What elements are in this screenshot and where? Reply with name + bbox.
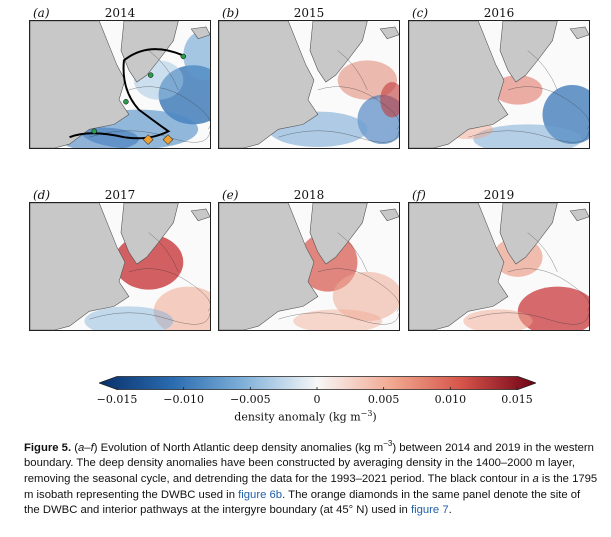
panel-year: 2016 xyxy=(483,6,515,20)
panel-label: (f) xyxy=(412,188,426,202)
north-america-landmass xyxy=(30,21,130,148)
dwbc-site-diamond xyxy=(142,134,154,145)
figure-7-link[interactable]: figure 7 xyxy=(410,504,449,517)
panel-label: (a) xyxy=(33,6,50,20)
isobath-1795m-contour xyxy=(69,48,184,140)
north-america-landmass xyxy=(219,203,319,330)
anomaly-map xyxy=(408,202,590,331)
panel-year: 2015 xyxy=(293,6,325,20)
north-america-landmass xyxy=(30,203,130,330)
panel-year: 2014 xyxy=(104,6,136,20)
panel-label: (d) xyxy=(33,188,51,202)
interior-pathway-diamond xyxy=(162,134,174,145)
anomaly-map xyxy=(408,20,590,149)
panel-year: 2018 xyxy=(293,188,325,202)
caption-figure-number: Figure 5. xyxy=(24,441,72,454)
iceland-landmass xyxy=(190,26,210,40)
iceland-landmass xyxy=(379,26,399,40)
dwbc-marker xyxy=(91,128,98,134)
north-america-landmass xyxy=(409,203,509,330)
iceland-landmass xyxy=(379,208,399,222)
map-panel-2015: 2015 (b) xyxy=(218,6,400,149)
iceland-landmass xyxy=(569,26,589,40)
colorbar-tick-label: 0.015 xyxy=(501,393,533,406)
iceland-landmass xyxy=(190,208,210,222)
panel-label: (c) xyxy=(412,6,429,20)
dwbc-marker xyxy=(147,72,154,78)
anomaly-map xyxy=(218,20,400,149)
panel-year: 2017 xyxy=(104,188,136,202)
panel-label: (b) xyxy=(222,6,240,20)
colorbar-tick-label: −0.010 xyxy=(163,393,205,406)
figure-caption: Figure 5. (a–f) Evolution of North Atlan… xyxy=(24,439,598,517)
anomaly-map xyxy=(218,202,400,331)
figure-6b-link[interactable]: figure 6b xyxy=(238,488,283,501)
colorbar-tick-label: −0.015 xyxy=(96,393,138,406)
map-panel-2017: 2017 (d) xyxy=(29,188,211,331)
colorbar xyxy=(99,376,536,390)
colorbar-label: density anomaly (kg m−3) xyxy=(234,409,377,424)
dwbc-marker xyxy=(180,53,187,60)
north-america-landmass xyxy=(219,21,319,148)
panel-year: 2019 xyxy=(483,188,515,202)
colorbar-tick-label: 0 xyxy=(313,393,321,406)
colorbar-ticks: −0.015 −0.010 −0.005 0 0.005 0.010 0.015 xyxy=(0,393,611,409)
iceland-landmass xyxy=(569,208,589,222)
north-america-landmass xyxy=(409,21,509,148)
map-panel-2018: 2018 (e) xyxy=(218,188,400,331)
dwbc-marker xyxy=(123,99,129,105)
colorbar-tick-label: −0.005 xyxy=(229,393,271,406)
anomaly-map xyxy=(29,202,211,331)
map-panel-2016: 2016 (c) xyxy=(408,6,590,149)
map-panel-2014: 2014 (a) xyxy=(29,6,211,149)
map-panel-2019: 2019 (f) xyxy=(408,188,590,331)
colorbar-tick-label: 0.005 xyxy=(367,393,400,406)
anomaly-map xyxy=(29,20,211,149)
colorbar-tick-label: 0.010 xyxy=(434,393,467,406)
panel-label: (e) xyxy=(222,188,239,202)
